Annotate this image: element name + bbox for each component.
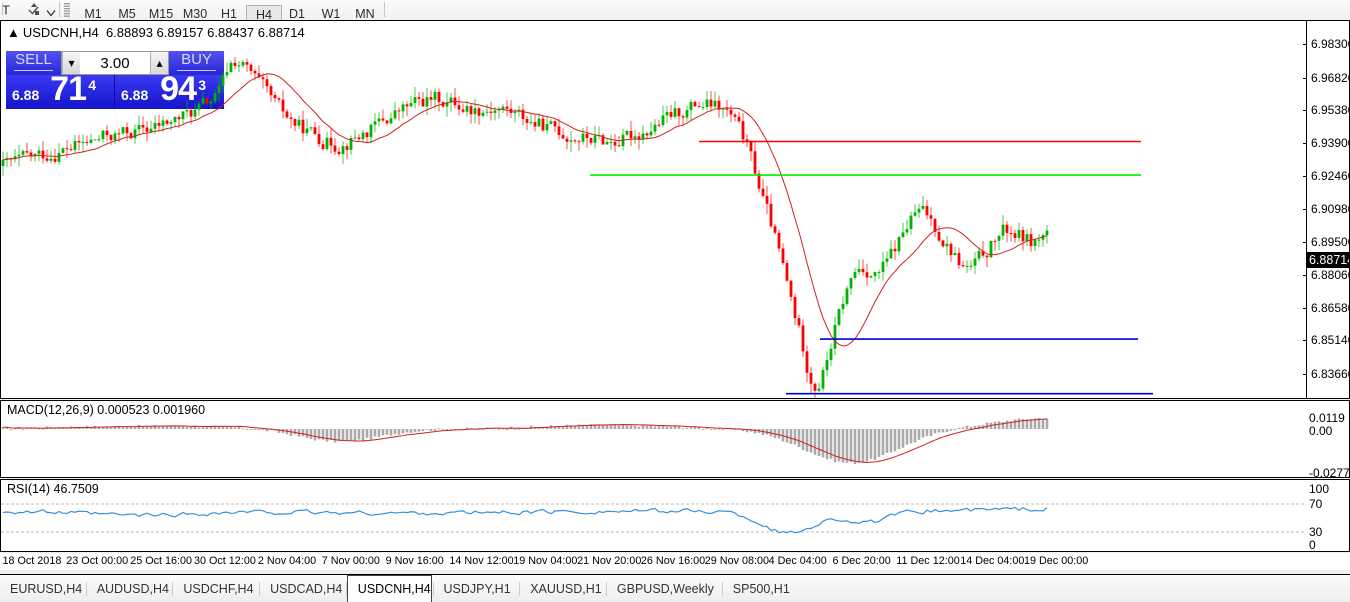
svg-text:T: T [2,3,10,18]
